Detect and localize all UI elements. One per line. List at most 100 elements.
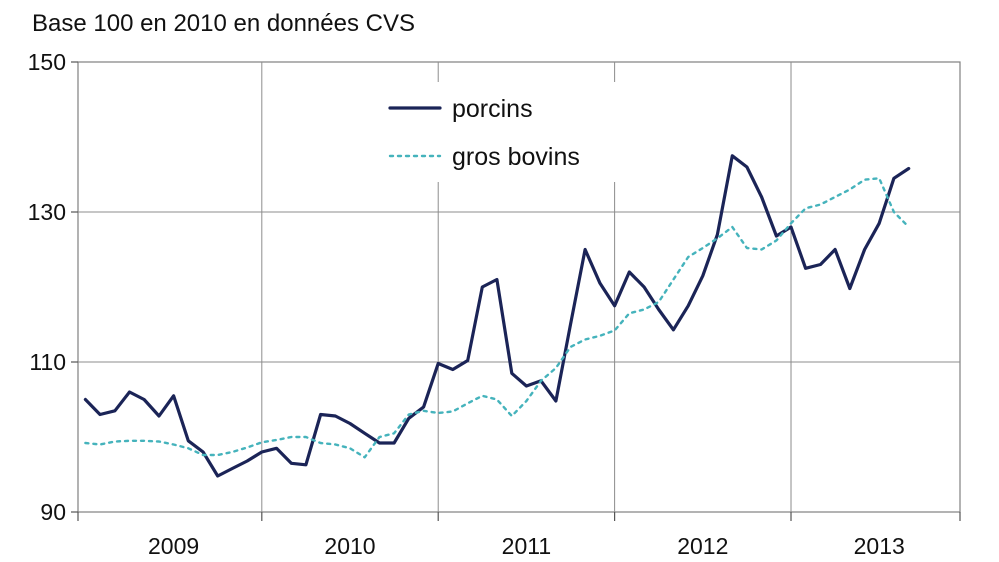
data-point bbox=[275, 438, 278, 441]
data-point bbox=[363, 432, 366, 435]
data-point bbox=[84, 398, 87, 401]
legend-box bbox=[355, 82, 620, 182]
data-point bbox=[907, 225, 910, 228]
data-point bbox=[731, 154, 734, 157]
data-point bbox=[657, 300, 660, 303]
x-tick-label: 2010 bbox=[324, 533, 375, 559]
data-point bbox=[437, 362, 440, 365]
data-point bbox=[628, 312, 631, 315]
data-point bbox=[554, 366, 557, 369]
data-point bbox=[495, 278, 498, 281]
x-tick-label: 2013 bbox=[854, 533, 905, 559]
data-point bbox=[628, 270, 631, 273]
data-point bbox=[760, 248, 763, 251]
data-point bbox=[775, 239, 778, 242]
data-point bbox=[598, 334, 601, 337]
data-point bbox=[172, 443, 175, 446]
data-point bbox=[687, 304, 690, 307]
data-point bbox=[260, 450, 263, 453]
data-point bbox=[672, 278, 675, 281]
data-point bbox=[231, 450, 234, 453]
data-point bbox=[157, 440, 160, 443]
legend-label: porcins bbox=[452, 95, 533, 123]
data-point bbox=[407, 417, 410, 420]
data-point bbox=[187, 439, 190, 442]
data-point bbox=[451, 368, 454, 371]
data-point bbox=[98, 443, 101, 446]
data-point bbox=[613, 304, 616, 307]
data-point bbox=[848, 287, 851, 290]
data-point bbox=[510, 372, 513, 375]
y-tick-label: 110 bbox=[29, 349, 66, 375]
data-point bbox=[304, 463, 307, 466]
legend-label: gros bovins bbox=[452, 143, 580, 171]
data-point bbox=[716, 233, 719, 236]
data-point bbox=[113, 440, 116, 443]
data-point bbox=[246, 446, 249, 449]
data-point bbox=[290, 462, 293, 465]
data-point bbox=[554, 399, 557, 402]
legend: porcins gros bovins bbox=[355, 82, 620, 182]
data-point bbox=[510, 414, 513, 417]
data-point bbox=[319, 441, 322, 444]
data-point bbox=[716, 237, 719, 240]
data-point bbox=[393, 432, 396, 435]
data-point bbox=[216, 453, 219, 456]
data-point bbox=[819, 203, 822, 206]
data-point bbox=[466, 359, 469, 362]
data-point bbox=[848, 188, 851, 191]
data-point bbox=[466, 402, 469, 405]
x-tick-label: 2009 bbox=[148, 533, 199, 559]
data-point bbox=[143, 398, 146, 401]
data-point bbox=[187, 447, 190, 450]
data-point bbox=[731, 225, 734, 228]
data-point bbox=[892, 210, 895, 213]
data-point bbox=[98, 413, 101, 416]
data-point bbox=[422, 409, 425, 412]
data-point bbox=[892, 177, 895, 180]
data-point bbox=[878, 222, 881, 225]
data-point bbox=[231, 467, 234, 470]
data-point bbox=[672, 328, 675, 331]
data-point bbox=[422, 405, 425, 408]
data-point bbox=[834, 195, 837, 198]
series-line-porcins bbox=[83, 154, 911, 478]
data-point bbox=[128, 439, 131, 442]
data-point bbox=[246, 459, 249, 462]
y-tick-label: 90 bbox=[40, 499, 66, 525]
data-point bbox=[775, 234, 778, 237]
data-point bbox=[143, 439, 146, 442]
data-point bbox=[789, 222, 792, 225]
data-point bbox=[334, 443, 337, 446]
data-point bbox=[201, 453, 204, 456]
data-point bbox=[304, 435, 307, 438]
data-point bbox=[275, 447, 278, 450]
axes: 90 110 130 150 2009 2010 2011 2012 2013 bbox=[28, 49, 961, 559]
data-point bbox=[407, 413, 410, 416]
data-point bbox=[539, 379, 542, 382]
data-point bbox=[687, 255, 690, 258]
y-tick-label: 130 bbox=[28, 199, 66, 225]
x-tick-label: 2011 bbox=[502, 533, 551, 559]
data-point bbox=[525, 399, 528, 402]
data-point bbox=[363, 456, 366, 459]
data-point bbox=[393, 441, 396, 444]
data-point bbox=[451, 410, 454, 413]
data-point bbox=[378, 435, 381, 438]
data-point bbox=[157, 414, 160, 417]
data-point bbox=[804, 207, 807, 210]
data-point bbox=[495, 398, 498, 401]
data-point bbox=[319, 413, 322, 416]
data-point bbox=[878, 177, 881, 180]
data-point bbox=[863, 248, 866, 251]
data-point bbox=[348, 447, 351, 450]
data-point bbox=[128, 390, 131, 393]
data-point bbox=[290, 435, 293, 438]
data-point bbox=[863, 178, 866, 181]
data-point bbox=[642, 285, 645, 288]
data-point bbox=[201, 450, 204, 453]
data-point bbox=[113, 409, 116, 412]
data-point bbox=[657, 308, 660, 311]
data-point bbox=[745, 165, 748, 168]
data-point bbox=[378, 441, 381, 444]
